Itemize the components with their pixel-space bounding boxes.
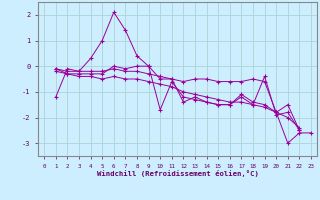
X-axis label: Windchill (Refroidissement éolien,°C): Windchill (Refroidissement éolien,°C) (97, 170, 259, 177)
